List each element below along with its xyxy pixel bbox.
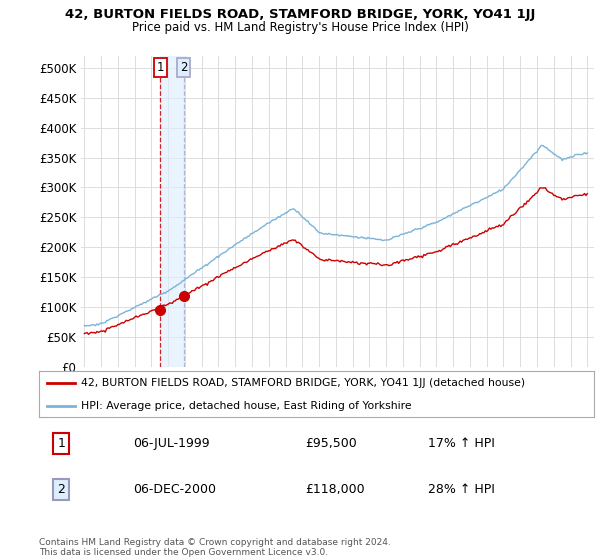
Text: 42, BURTON FIELDS ROAD, STAMFORD BRIDGE, YORK, YO41 1JJ: 42, BURTON FIELDS ROAD, STAMFORD BRIDGE,… [65, 8, 535, 21]
Text: £118,000: £118,000 [305, 483, 365, 496]
Text: Contains HM Land Registry data © Crown copyright and database right 2024.
This d: Contains HM Land Registry data © Crown c… [39, 538, 391, 557]
Text: 06-DEC-2000: 06-DEC-2000 [133, 483, 217, 496]
Text: HPI: Average price, detached house, East Riding of Yorkshire: HPI: Average price, detached house, East… [80, 401, 411, 410]
Text: 1: 1 [157, 60, 164, 74]
Text: 2: 2 [57, 483, 65, 496]
Text: 17% ↑ HPI: 17% ↑ HPI [427, 437, 494, 450]
Text: 42, BURTON FIELDS ROAD, STAMFORD BRIDGE, YORK, YO41 1JJ (detached house): 42, BURTON FIELDS ROAD, STAMFORD BRIDGE,… [80, 378, 525, 388]
Text: 1: 1 [57, 437, 65, 450]
Text: 28% ↑ HPI: 28% ↑ HPI [427, 483, 494, 496]
Text: £95,500: £95,500 [305, 437, 357, 450]
Text: Price paid vs. HM Land Registry's House Price Index (HPI): Price paid vs. HM Land Registry's House … [131, 21, 469, 34]
Text: 2: 2 [180, 60, 187, 74]
Text: 06-JUL-1999: 06-JUL-1999 [133, 437, 210, 450]
Bar [160, 56, 184, 367]
